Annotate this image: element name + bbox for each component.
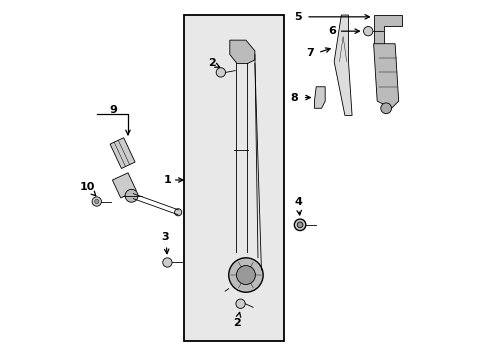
Circle shape — [236, 266, 255, 284]
Polygon shape — [110, 138, 135, 168]
Circle shape — [297, 222, 303, 228]
Polygon shape — [373, 44, 398, 108]
Polygon shape — [333, 15, 351, 116]
Text: 7: 7 — [306, 48, 314, 58]
Bar — [183, 15, 284, 341]
Circle shape — [125, 189, 138, 202]
Text: 5: 5 — [294, 12, 301, 22]
Circle shape — [174, 209, 182, 216]
Circle shape — [235, 299, 244, 309]
Text: 9: 9 — [109, 105, 117, 115]
Text: 10: 10 — [80, 182, 96, 196]
Text: 3: 3 — [162, 232, 169, 254]
Circle shape — [363, 27, 372, 36]
Polygon shape — [314, 87, 325, 108]
Circle shape — [163, 258, 172, 267]
Circle shape — [380, 103, 391, 114]
Circle shape — [294, 219, 305, 230]
Text: 4: 4 — [294, 197, 302, 215]
Text: 8: 8 — [290, 93, 298, 103]
Polygon shape — [229, 40, 254, 63]
Circle shape — [216, 68, 225, 77]
Circle shape — [92, 197, 101, 206]
Text: 6: 6 — [327, 26, 359, 36]
Text: 2: 2 — [207, 58, 219, 68]
Text: 2: 2 — [233, 312, 241, 328]
Polygon shape — [373, 15, 402, 44]
Circle shape — [228, 258, 263, 292]
Circle shape — [94, 199, 99, 204]
Polygon shape — [112, 173, 136, 198]
Text: 1: 1 — [163, 175, 171, 185]
